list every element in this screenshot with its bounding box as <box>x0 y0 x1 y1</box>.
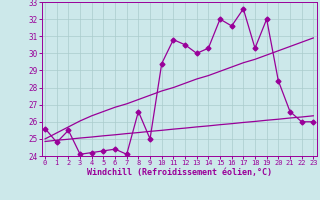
X-axis label: Windchill (Refroidissement éolien,°C): Windchill (Refroidissement éolien,°C) <box>87 168 272 177</box>
